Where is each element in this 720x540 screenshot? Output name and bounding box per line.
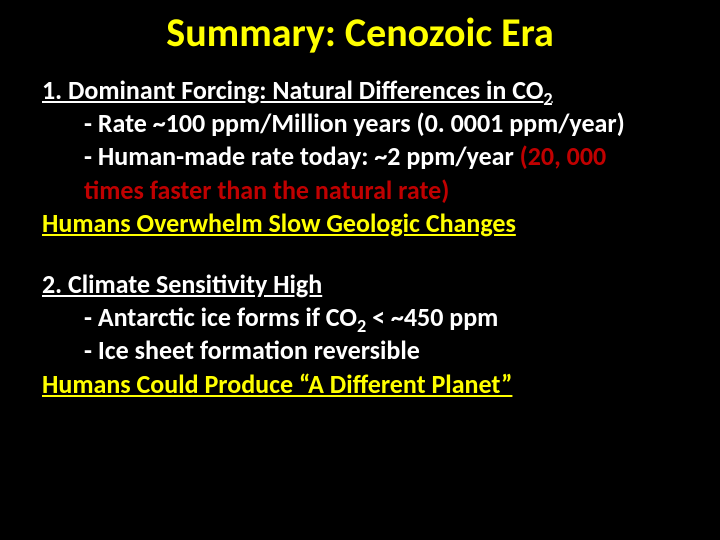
section1-bullet2-pre: - Human-made rate today: ~2 ppm/year	[84, 140, 520, 172]
section1-bullet2-red2: times faster than the natural rate)	[84, 174, 449, 206]
section2-bullet2: - Ice sheet formation reversible	[42, 335, 690, 366]
section2-bullet1-pre: - Antarctic ice forms if CO	[84, 301, 357, 333]
section1-heading-text: 1. Dominant Forcing: Natural Differences…	[42, 74, 543, 106]
slide-title: Summary: Cenozoic Era	[0, 0, 720, 75]
section1-bullet2-line2: times faster than the natural rate)	[42, 175, 690, 206]
section1-bullet1: - Rate ~100 ppm/Million years (0. 0001 p…	[42, 108, 690, 139]
section2-bullet1-post: < ~450 ppm	[366, 301, 498, 333]
section1-bullet2: - Human-made rate today: ~2 ppm/year (20…	[42, 141, 690, 172]
section2-summary: Humans Could Produce “A Different Planet…	[42, 369, 690, 400]
section1-bullet2-red1: (20, 000	[520, 140, 607, 172]
section1-summary: Humans Overwhelm Slow Geologic Changes	[42, 208, 690, 239]
section1-heading: 1. Dominant Forcing: Natural Differences…	[42, 75, 690, 106]
section2-bullet1: - Antarctic ice forms if CO2 < ~450 ppm	[42, 302, 690, 333]
slide-body: 1. Dominant Forcing: Natural Differences…	[0, 75, 720, 400]
slide: Summary: Cenozoic Era 1. Dominant Forcin…	[0, 0, 720, 540]
section2-heading: 2. Climate Sensitivity High	[42, 269, 690, 300]
section-gap	[42, 241, 690, 269]
